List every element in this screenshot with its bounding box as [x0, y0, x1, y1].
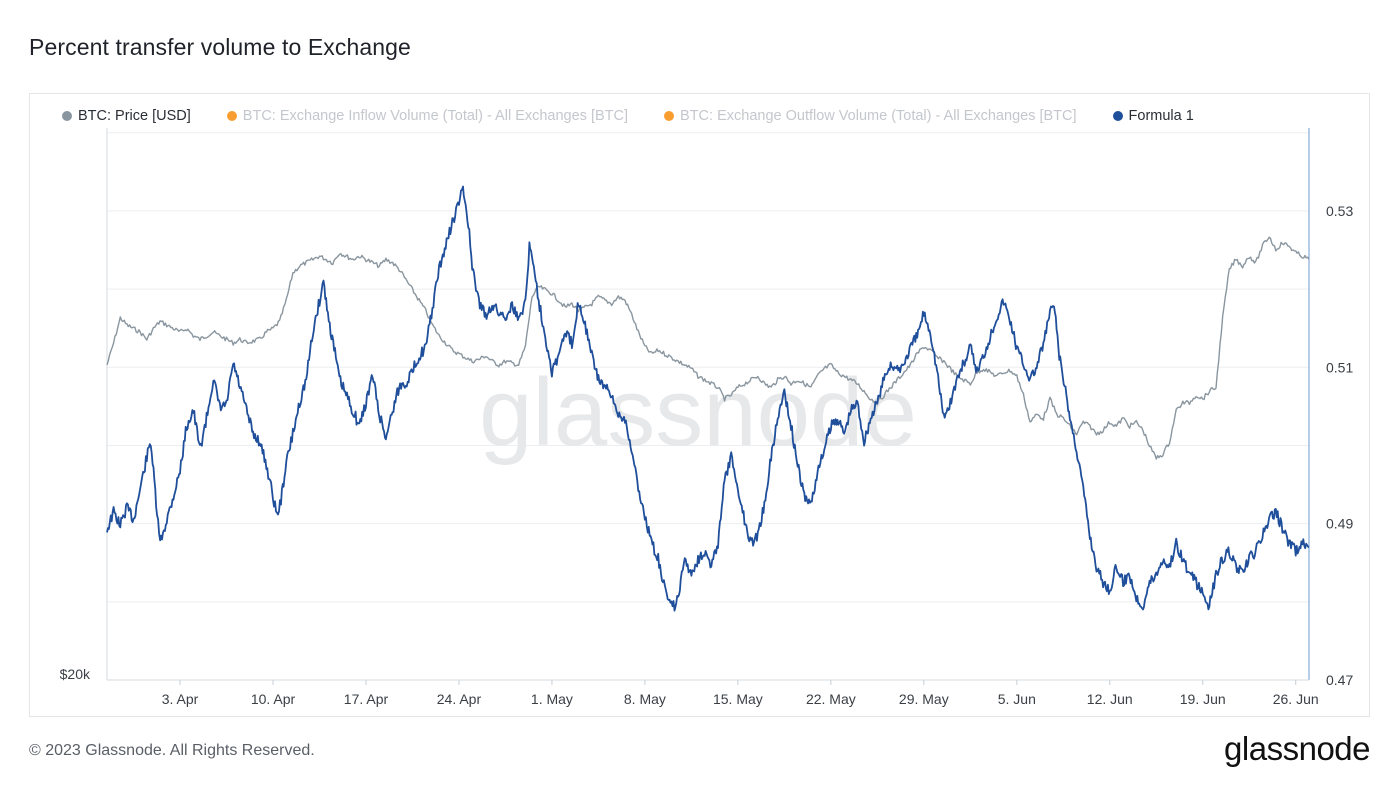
x-tick-label: 8. May: [624, 691, 666, 707]
legend-item-price[interactable]: BTC: Price [USD]: [62, 108, 191, 124]
price-series-line: [106, 236, 1310, 460]
brand-logo: glassnode: [1224, 730, 1370, 767]
x-tick-label: 17. Apr: [344, 691, 389, 707]
x-tick-label: 5. Jun: [998, 691, 1036, 707]
legend-dot-icon: [664, 111, 675, 121]
x-tick-label: 12. Jun: [1087, 691, 1133, 707]
legend-dot-icon: [1112, 111, 1123, 121]
legend-label: BTC: Exchange Inflow Volume (Total) - Al…: [242, 108, 629, 124]
copyright-text: © 2023 Glassnode. All Rights Reserved.: [29, 742, 315, 759]
y-right-tick-label: 0.49: [1326, 516, 1353, 532]
y-left-tick-label: $20k: [60, 666, 91, 682]
x-tick-label: 24. Apr: [437, 691, 482, 707]
x-tick-label: 15. May: [713, 691, 763, 707]
legend-label: Formula 1: [1128, 108, 1194, 124]
x-tick-label: 3. Apr: [162, 691, 199, 707]
x-tick-label: 29. May: [899, 691, 949, 707]
legend-item-inflow[interactable]: BTC: Exchange Inflow Volume (Total) - Al…: [226, 108, 629, 124]
x-tick-label: 22. May: [806, 691, 856, 707]
x-tick-label: 19. Jun: [1180, 691, 1226, 707]
legend-dot-icon: [62, 111, 72, 121]
legend-dot-icon: [226, 111, 237, 121]
legend: BTC: Price [USD] BTC: Exchange Inflow Vo…: [62, 106, 1230, 126]
y-right-tick-label: 0.51: [1326, 359, 1353, 375]
legend-label: BTC: Price [USD]: [78, 108, 191, 124]
y-right-tick-label: 0.53: [1326, 203, 1353, 219]
x-tick-label: 26. Jun: [1273, 691, 1319, 707]
legend-label: BTC: Exchange Outflow Volume (Total) - A…: [680, 108, 1077, 124]
legend-item-formula-1[interactable]: Formula 1: [1112, 108, 1194, 124]
formula-1-series-line: [106, 185, 1310, 612]
chart-panel: [29, 93, 1370, 717]
x-tick-label: 10. Apr: [251, 691, 296, 707]
x-tick-label: 1. May: [531, 691, 573, 707]
chart-title: Percent transfer volume to Exchange: [29, 34, 411, 60]
legend-item-outflow[interactable]: BTC: Exchange Outflow Volume (Total) - A…: [664, 108, 1077, 124]
y-right-tick-label: 0.47: [1326, 672, 1353, 688]
